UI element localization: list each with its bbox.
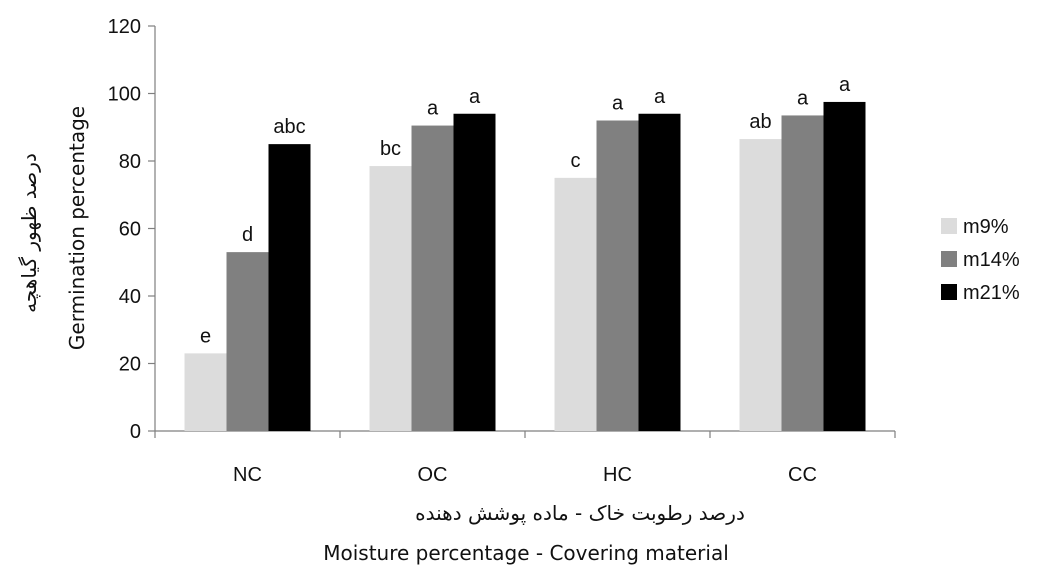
bar-cc-m21pct (824, 102, 866, 431)
bar-hc-m14pct (597, 121, 639, 432)
bar-hc-m9pct (555, 178, 597, 431)
bar-oc-m14pct (412, 126, 454, 431)
bar-cc-m9pct (740, 139, 782, 431)
x-tick-label: NC (233, 464, 262, 486)
data-label: a (427, 98, 439, 120)
legend-label: m21% (963, 282, 1020, 304)
y-tick-label: 120 (108, 16, 141, 38)
y-axis-title-persian: درصد ظهور گیاهچه (17, 153, 41, 313)
data-label: ab (749, 111, 771, 133)
legend-label: m9% (963, 216, 1009, 238)
y-tick-label: 0 (130, 421, 141, 443)
bar-nc-m14pct (227, 252, 269, 431)
legend-swatch (941, 284, 957, 300)
bar-cc-m14pct (782, 115, 824, 431)
x-axis-title: Moisture percentage - Covering material (323, 541, 729, 565)
y-tick-label: 80 (119, 151, 141, 173)
y-tick-label: 20 (119, 354, 141, 376)
x-axis-title-persian: درصد رطوبت خاک - ماده پوشش دهنده (415, 501, 745, 526)
bar-oc-m9pct (370, 166, 412, 431)
x-tick-label: OC (418, 464, 448, 486)
data-label: d (242, 224, 253, 246)
legend-swatch (941, 218, 957, 234)
x-tick-label: HC (603, 464, 632, 486)
data-label: a (612, 93, 624, 115)
bar-hc-m21pct (639, 114, 681, 431)
bar-nc-m9pct (185, 353, 227, 431)
data-label: e (200, 325, 211, 347)
y-tick-label: 100 (108, 84, 141, 106)
bar-nc-m21pct (269, 144, 311, 431)
legend-swatch (941, 251, 957, 267)
y-tick-label: 40 (119, 286, 141, 308)
data-label: a (839, 74, 851, 96)
bar-oc-m21pct (454, 114, 496, 431)
data-label: c (571, 150, 581, 172)
x-tick-label: CC (788, 464, 817, 486)
data-label: a (797, 87, 809, 109)
y-axis-title: Germination percentage (65, 106, 89, 350)
legend-label: m14% (963, 249, 1020, 271)
data-label: a (469, 86, 481, 108)
data-label: abc (273, 116, 305, 138)
data-label: a (654, 86, 666, 108)
data-label: bc (380, 138, 401, 160)
y-tick-label: 60 (119, 219, 141, 241)
